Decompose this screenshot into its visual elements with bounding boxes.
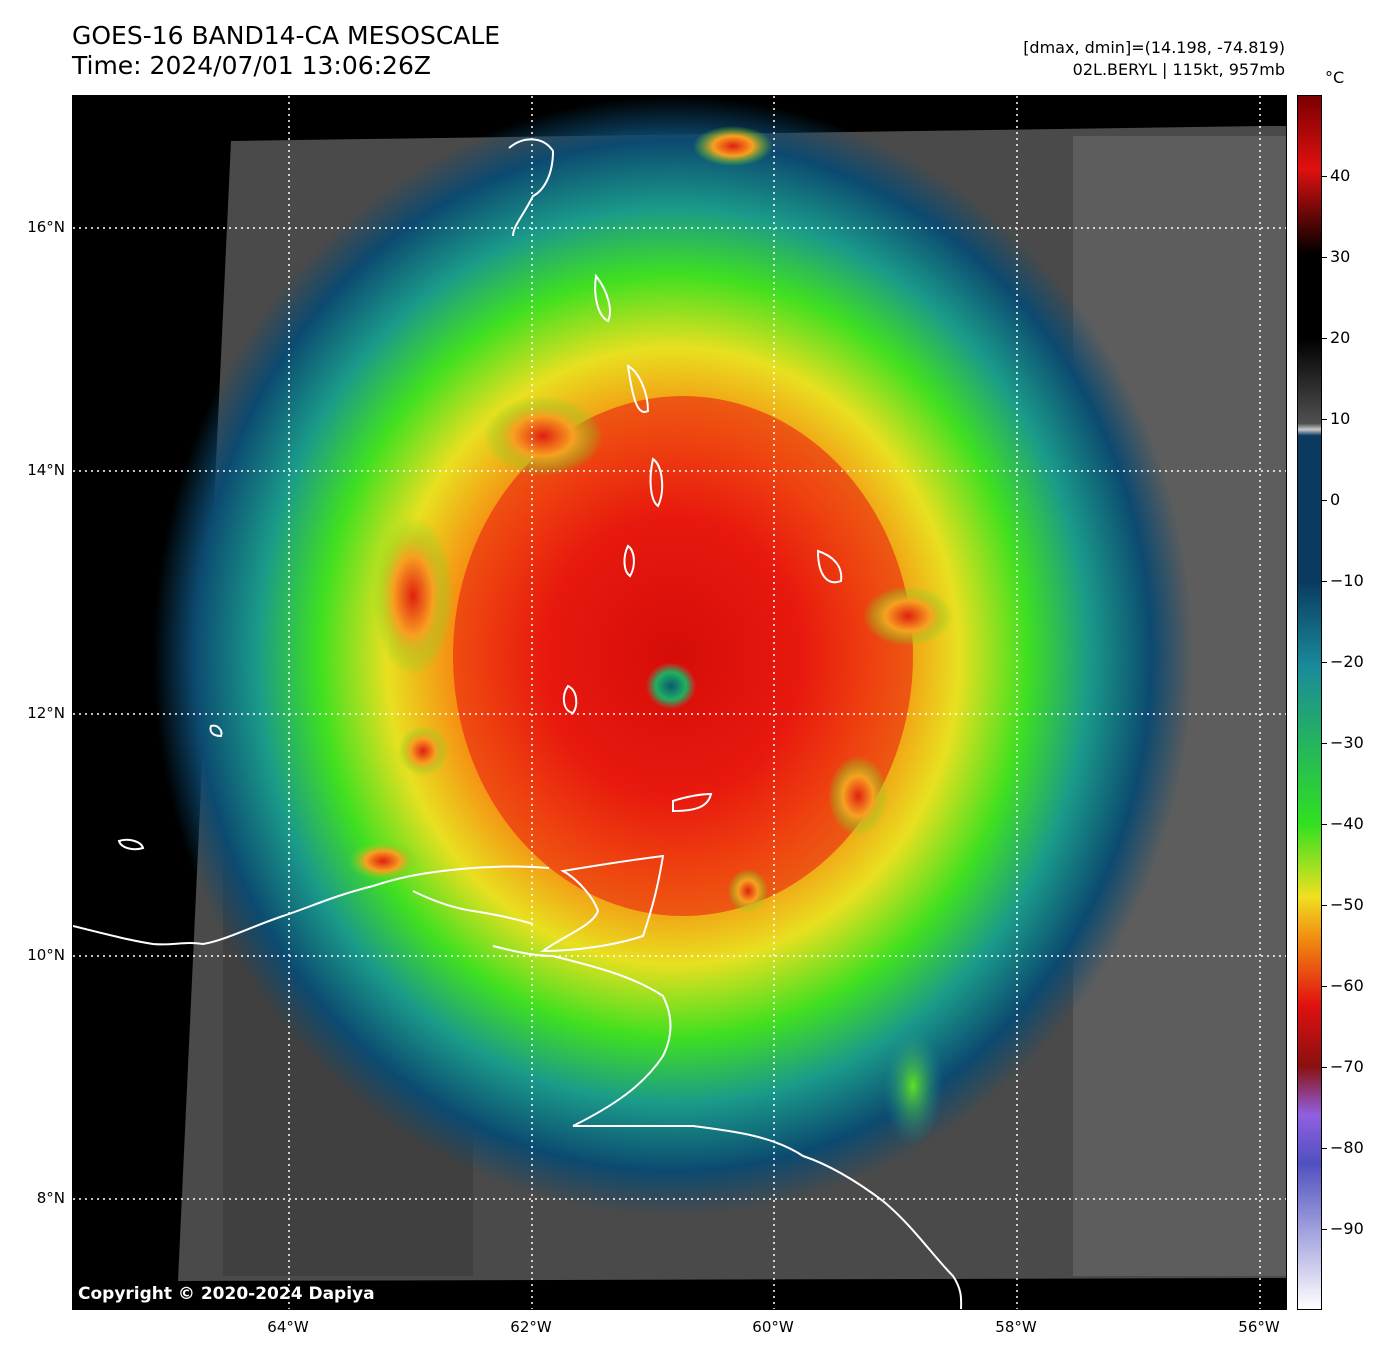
- colorbar-label: −50: [1330, 895, 1364, 914]
- dmax-dmin-readout: [dmax, dmin]=(14.198, -74.819): [1023, 38, 1285, 57]
- chart-timestamp: Time: 2024/07/01 13:06:26Z: [72, 51, 431, 80]
- colorbar-tick: [1322, 743, 1327, 744]
- lat-label: 12°N: [27, 704, 65, 722]
- lon-label: 64°W: [267, 1318, 309, 1336]
- colorbar-tick: [1322, 1067, 1327, 1068]
- colorbar-tick: [1322, 986, 1327, 987]
- colorbar-label: −90: [1330, 1219, 1364, 1238]
- lon-label: 58°W: [995, 1318, 1037, 1336]
- colorbar-tick: [1322, 257, 1327, 258]
- colorbar-label: −70: [1330, 1057, 1364, 1076]
- colorbar-label: −60: [1330, 976, 1364, 995]
- satellite-image: [73, 96, 1286, 1309]
- colorbar-tick: [1322, 824, 1327, 825]
- colorbar-label: −30: [1330, 733, 1364, 752]
- lat-label: 16°N: [27, 218, 65, 236]
- colorbar-label: 30: [1330, 247, 1351, 266]
- lat-label: 10°N: [27, 946, 65, 964]
- colorbar-tick: [1322, 419, 1327, 420]
- lon-label: 62°W: [510, 1318, 552, 1336]
- lat-label: 8°N: [36, 1189, 65, 1207]
- colorbar-tick: [1322, 1148, 1327, 1149]
- colorbar-tick: [1322, 1229, 1327, 1230]
- hurricane-eye: [646, 663, 696, 709]
- colorbar-tick: [1322, 581, 1327, 582]
- lon-label: 60°W: [752, 1318, 794, 1336]
- colorbar-label: 0: [1330, 490, 1341, 509]
- colorbar-label: −80: [1330, 1138, 1364, 1157]
- colorbar-tick: [1322, 500, 1327, 501]
- lon-label: 56°W: [1238, 1318, 1280, 1336]
- coastlines: [73, 138, 963, 1309]
- colorbar-label: 10: [1330, 409, 1351, 428]
- colorbar-label: 40: [1330, 166, 1351, 185]
- colorbar-label: 20: [1330, 328, 1351, 347]
- colorbar: [1297, 95, 1322, 1310]
- colorbar-tick: [1322, 905, 1327, 906]
- colorbar-label: −40: [1330, 814, 1364, 833]
- colorbar-label: −10: [1330, 571, 1364, 590]
- lat-label: 14°N: [27, 461, 65, 479]
- colorbar-label: −20: [1330, 652, 1364, 671]
- colorbar-tick: [1322, 176, 1327, 177]
- colorbar-tick: [1322, 338, 1327, 339]
- colorbar-tick: [1322, 662, 1327, 663]
- graticule: [73, 96, 1286, 1309]
- storm-info: 02L.BERYL | 115kt, 957mb: [1072, 60, 1285, 79]
- copyright-notice: Copyright © 2020-2024 Dapiya: [78, 1284, 375, 1304]
- satellite-map: [72, 95, 1287, 1310]
- colorbar-unit: °C: [1325, 68, 1345, 87]
- chart-title: GOES-16 BAND14-CA MESOSCALE: [72, 21, 501, 50]
